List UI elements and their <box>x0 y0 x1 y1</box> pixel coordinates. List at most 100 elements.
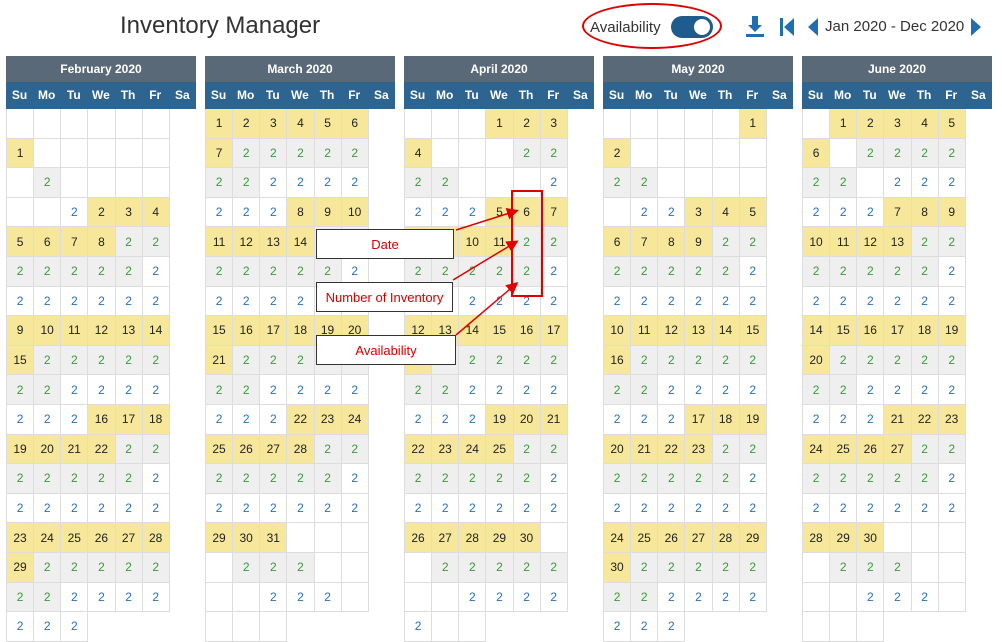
date-cell[interactable]: 26 <box>857 434 885 465</box>
availability-cell[interactable]: 2 <box>341 256 369 287</box>
availability-cell[interactable]: 2 <box>61 582 89 613</box>
availability-cell[interactable]: 2 <box>604 404 632 435</box>
date-cell[interactable]: 14 <box>459 316 487 346</box>
date-cell[interactable]: 14 <box>142 316 170 346</box>
date-cell[interactable]: 16 <box>604 345 632 376</box>
inventory-cell[interactable]: 2 <box>287 138 315 169</box>
date-cell[interactable]: 31 <box>260 523 288 553</box>
inventory-cell[interactable]: 2 <box>712 434 740 465</box>
date-cell[interactable]: 21 <box>206 345 234 376</box>
inventory-cell[interactable]: 2 <box>233 345 261 376</box>
date-cell[interactable]: 9 <box>938 197 966 228</box>
availability-cell[interactable]: 2 <box>34 404 62 435</box>
inventory-cell[interactable]: 2 <box>260 552 288 583</box>
date-cell[interactable]: 16 <box>233 316 261 346</box>
inventory-cell[interactable]: 2 <box>61 464 89 494</box>
date-cell[interactable]: 24 <box>34 523 62 553</box>
date-cell[interactable]: 9 <box>685 227 713 257</box>
inventory-cell[interactable]: 2 <box>739 552 767 583</box>
availability-cell[interactable]: 2 <box>938 493 966 524</box>
availability-cell[interactable]: 2 <box>61 375 89 405</box>
availability-cell[interactable]: 2 <box>739 375 767 405</box>
availability-cell[interactable]: 2 <box>459 404 487 435</box>
availability-cell[interactable]: 2 <box>260 286 288 317</box>
inventory-cell[interactable]: 2 <box>911 434 939 465</box>
availability-cell[interactable]: 2 <box>658 197 686 228</box>
date-cell[interactable]: 27 <box>432 523 460 553</box>
date-cell[interactable]: 24 <box>604 523 632 553</box>
date-cell[interactable]: 12 <box>233 227 261 257</box>
date-cell[interactable]: 1 <box>830 109 858 139</box>
inventory-cell[interactable]: 2 <box>857 138 885 169</box>
availability-cell[interactable]: 2 <box>341 168 369 198</box>
inventory-cell[interactable]: 2 <box>432 168 460 198</box>
availability-cell[interactable]: 2 <box>405 493 433 524</box>
availability-cell[interactable]: 2 <box>341 493 369 524</box>
availability-cell[interactable]: 2 <box>432 404 460 435</box>
availability-cell[interactable]: 2 <box>685 286 713 317</box>
date-cell[interactable]: 7 <box>884 197 912 228</box>
date-cell[interactable]: 2 <box>233 109 261 139</box>
availability-cell[interactable]: 2 <box>513 582 541 613</box>
availability-cell[interactable]: 2 <box>685 493 713 524</box>
availability-cell[interactable]: 2 <box>739 286 767 317</box>
date-cell[interactable]: 29 <box>7 552 35 583</box>
inventory-cell[interactable]: 2 <box>857 552 885 583</box>
inventory-cell[interactable]: 2 <box>604 168 632 198</box>
availability-cell[interactable]: 2 <box>459 197 487 228</box>
availability-cell[interactable]: 2 <box>911 286 939 317</box>
availability-cell[interactable]: 2 <box>459 582 487 613</box>
date-cell[interactable]: 30 <box>233 523 261 553</box>
availability-cell[interactable]: 2 <box>938 375 966 405</box>
inventory-cell[interactable]: 2 <box>233 375 261 405</box>
date-cell[interactable]: 15 <box>7 345 35 376</box>
availability-cell[interactable]: 2 <box>206 404 234 435</box>
availability-cell[interactable]: 2 <box>911 168 939 198</box>
date-cell[interactable]: 28 <box>287 434 315 465</box>
date-cell[interactable]: 18 <box>911 316 939 346</box>
date-cell[interactable]: 23 <box>685 434 713 465</box>
inventory-cell[interactable]: 2 <box>739 227 767 257</box>
inventory-cell[interactable]: 2 <box>712 464 740 494</box>
availability-cell[interactable]: 2 <box>115 286 143 317</box>
inventory-cell[interactable]: 2 <box>88 345 116 376</box>
date-cell[interactable]: 21 <box>61 434 89 465</box>
availability-cell[interactable]: 2 <box>432 197 460 228</box>
availability-cell[interactable]: 2 <box>513 493 541 524</box>
availability-cell[interactable]: 2 <box>142 582 170 613</box>
date-cell[interactable]: 10 <box>803 227 831 257</box>
date-cell[interactable]: 22 <box>911 404 939 435</box>
date-cell[interactable]: 3 <box>260 109 288 139</box>
date-cell[interactable]: 11 <box>830 227 858 257</box>
availability-cell[interactable]: 2 <box>884 582 912 613</box>
availability-cell[interactable]: 2 <box>34 612 62 642</box>
availability-cell[interactable]: 2 <box>233 286 261 317</box>
availability-cell[interactable]: 2 <box>857 286 885 317</box>
date-cell[interactable]: 11 <box>486 227 514 257</box>
date-cell[interactable]: 9 <box>314 197 342 228</box>
date-cell[interactable]: 7 <box>540 197 568 228</box>
inventory-cell[interactable]: 2 <box>486 464 514 494</box>
date-cell[interactable]: 20 <box>513 404 541 435</box>
availability-cell[interactable]: 2 <box>233 197 261 228</box>
inventory-cell[interactable]: 2 <box>540 434 568 465</box>
availability-cell[interactable]: 2 <box>631 612 659 642</box>
availability-cell[interactable]: 2 <box>260 404 288 435</box>
inventory-cell[interactable]: 2 <box>142 552 170 583</box>
date-cell[interactable]: 10 <box>341 197 369 228</box>
inventory-cell[interactable]: 2 <box>712 256 740 287</box>
inventory-cell[interactable]: 2 <box>7 375 35 405</box>
inventory-cell[interactable]: 2 <box>830 464 858 494</box>
availability-cell[interactable]: 2 <box>712 286 740 317</box>
availability-cell[interactable]: 2 <box>405 612 433 642</box>
inventory-cell[interactable]: 2 <box>857 464 885 494</box>
date-cell[interactable]: 21 <box>884 404 912 435</box>
availability-cell[interactable]: 2 <box>61 404 89 435</box>
availability-cell[interactable]: 2 <box>631 286 659 317</box>
availability-cell[interactable]: 2 <box>739 582 767 613</box>
date-cell[interactable]: 15 <box>739 316 767 346</box>
availability-cell[interactable]: 2 <box>911 493 939 524</box>
inventory-cell[interactable]: 2 <box>803 256 831 287</box>
availability-cell[interactable]: 2 <box>830 493 858 524</box>
date-cell[interactable]: 24 <box>803 434 831 465</box>
